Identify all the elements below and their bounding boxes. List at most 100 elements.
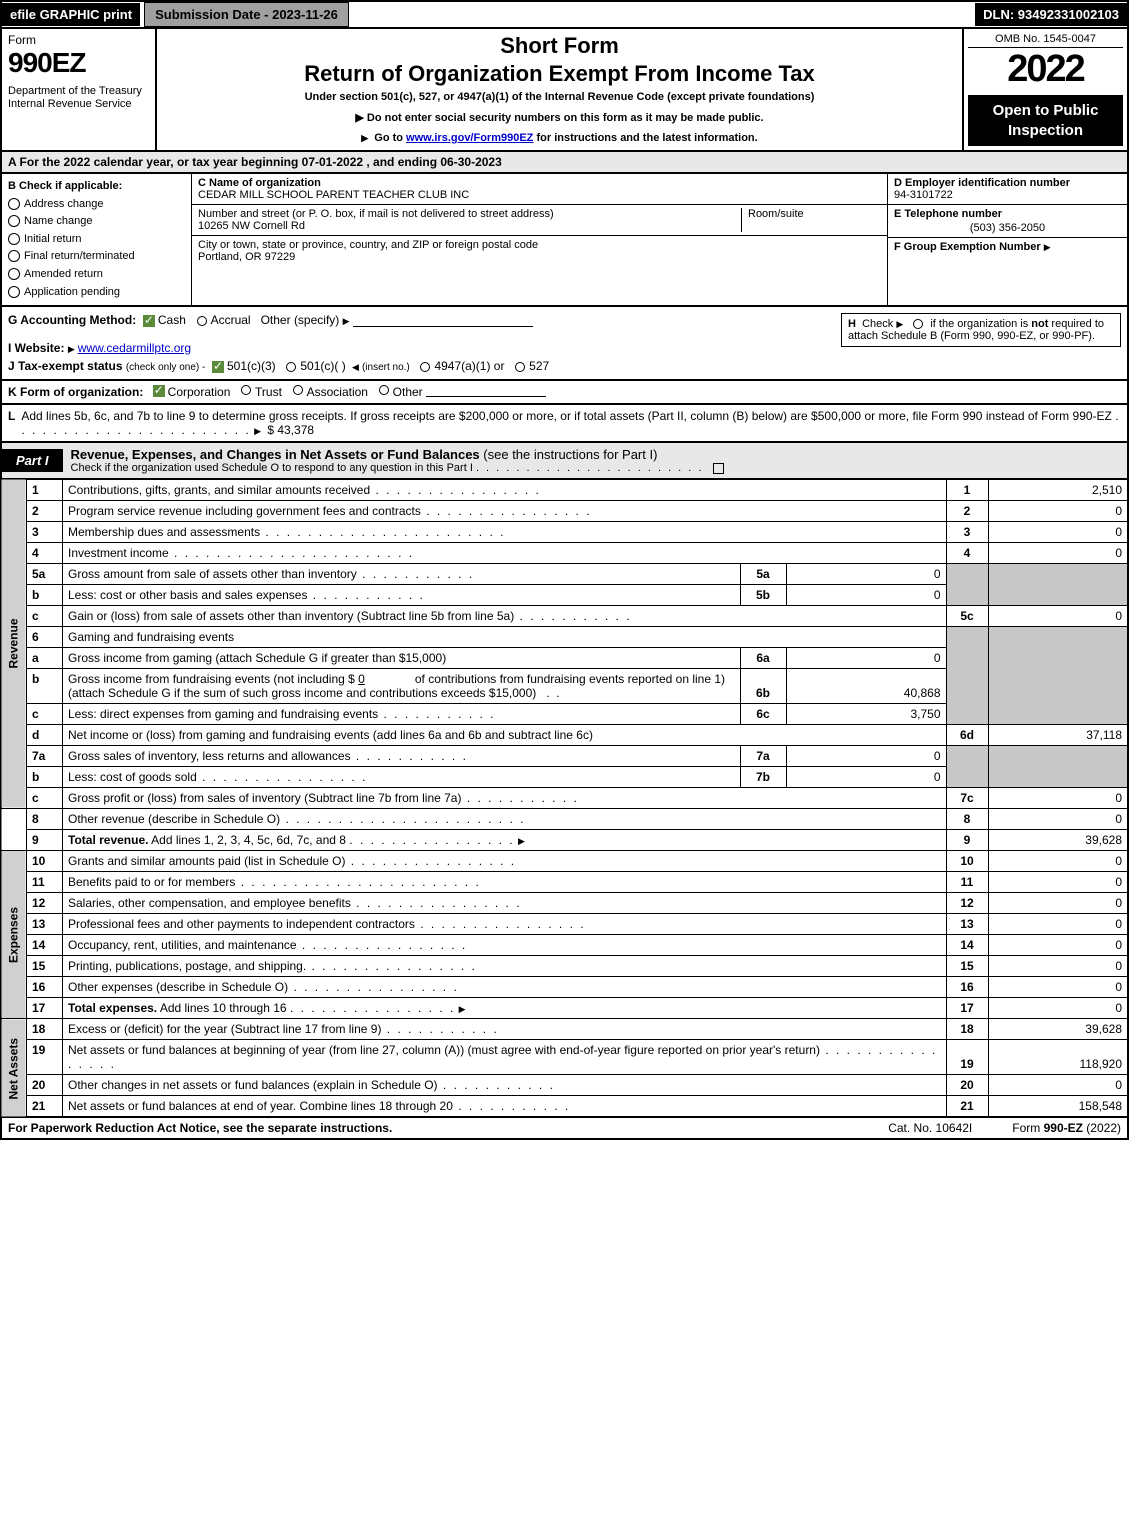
line-desc: Other revenue (describe in Schedule O): [63, 809, 947, 830]
check-501c[interactable]: [286, 362, 296, 372]
check-amended-return[interactable]: Amended return: [8, 266, 185, 284]
line-num-col: 4: [946, 543, 988, 564]
check-name-change[interactable]: Name change: [8, 213, 185, 231]
column-right-ids: D Employer identification number 94-3101…: [887, 174, 1127, 305]
part1-sub-text: Check if the organization used Schedule …: [71, 462, 473, 474]
line-amount: 158,548: [988, 1096, 1128, 1118]
section-a-tax-year: A For the 2022 calendar year, or tax yea…: [0, 150, 1129, 172]
line-num-col: 21: [946, 1096, 988, 1118]
line-desc: Gross sales of inventory, less returns a…: [63, 746, 741, 767]
check-cash[interactable]: [143, 315, 155, 327]
i-label: I Website:: [8, 341, 64, 355]
column-middle-org-info: C Name of organization CEDAR MILL SCHOOL…: [192, 174, 887, 305]
row-g-h: H Check if the organization is not requi…: [0, 305, 1129, 379]
check-trust[interactable]: [241, 385, 251, 395]
check-final-return[interactable]: Final return/terminated: [8, 248, 185, 266]
line-num: 16: [27, 977, 63, 998]
irs-link[interactable]: www.irs.gov/Form990EZ: [406, 132, 533, 144]
table-row: c Gross profit or (loss) from sales of i…: [1, 788, 1128, 809]
table-row: 13 Professional fees and other payments …: [1, 914, 1128, 935]
line-num: 12: [27, 893, 63, 914]
line-num: 13: [27, 914, 63, 935]
line-amount: 0: [988, 977, 1128, 998]
line-num: 4: [27, 543, 63, 564]
trust-label: Trust: [255, 385, 282, 399]
h-label: H: [848, 318, 856, 330]
h-checkbox[interactable]: [913, 319, 923, 329]
gray-cell: [946, 564, 988, 606]
line-amount: 0: [988, 606, 1128, 627]
check-initial-return[interactable]: Initial return: [8, 231, 185, 249]
check-corporation[interactable]: [153, 385, 165, 397]
g-label: G Accounting Method:: [8, 313, 136, 327]
table-row: 2 Program service revenue including gove…: [1, 501, 1128, 522]
header-left: Form 990EZ Department of the Treasury In…: [2, 29, 157, 150]
check-4947[interactable]: [420, 362, 430, 372]
line-desc: Gaming and fundraising events: [63, 627, 947, 648]
table-row: 14 Occupancy, rent, utilities, and maint…: [1, 935, 1128, 956]
line-amount: 0: [988, 872, 1128, 893]
omb-number: OMB No. 1545-0047: [968, 33, 1123, 48]
f-label: F Group Exemption Number: [894, 241, 1041, 253]
arrow-icon: [459, 1001, 469, 1015]
501c3-label: 501(c)(3): [227, 359, 276, 373]
line-num: 9: [27, 830, 63, 851]
check-501c3[interactable]: [212, 361, 224, 373]
line-desc: Benefits paid to or for members: [63, 872, 947, 893]
net-assets-side-label: Net Assets: [1, 1019, 27, 1118]
line-amount: 0: [988, 914, 1128, 935]
line-desc: Gross income from gaming (attach Schedul…: [63, 648, 741, 669]
check-association[interactable]: [293, 385, 303, 395]
col-b-header: B Check if applicable:: [8, 178, 185, 196]
schedule-o-checkbox[interactable]: [713, 463, 724, 474]
l-label: L: [8, 409, 15, 423]
arrow-left-icon: [349, 359, 362, 373]
l-amount: $ 43,378: [267, 423, 314, 437]
efile-print-label[interactable]: efile GRAPHIC print: [2, 3, 140, 26]
line-amount: 37,118: [988, 725, 1128, 746]
table-row: 3 Membership dues and assessments 3 0: [1, 522, 1128, 543]
line-desc: Gain or (loss) from sale of assets other…: [63, 606, 947, 627]
gray-cell: [988, 627, 1128, 725]
line-num: 20: [27, 1075, 63, 1096]
4947-label: 4947(a)(1) or: [434, 359, 504, 373]
check-application-pending[interactable]: Application pending: [8, 284, 185, 302]
sub-line-val: 0: [786, 767, 946, 788]
footer-cat-no: Cat. No. 10642I: [888, 1121, 972, 1135]
line-amount: 0: [988, 893, 1128, 914]
line-num: 10: [27, 851, 63, 872]
line-num: 17: [27, 998, 63, 1019]
j-tax-exempt-row: J Tax-exempt status (check only one) - 5…: [8, 359, 1121, 373]
website-link[interactable]: www.cedarmillptc.org: [78, 341, 191, 355]
arrow-icon: [896, 318, 906, 330]
insert-no-label: (insert no.): [362, 362, 410, 373]
line-amount: 2,510: [988, 479, 1128, 501]
check-527[interactable]: [515, 362, 525, 372]
line-num-col: 18: [946, 1019, 988, 1040]
line-num: b: [27, 767, 63, 788]
line-num: c: [27, 704, 63, 725]
sub-line-val: 0: [786, 648, 946, 669]
line-desc: Less: direct expenses from gaming and fu…: [63, 704, 741, 725]
line-num-col: 12: [946, 893, 988, 914]
h-schedule-b-box: H Check if the organization is not requi…: [841, 313, 1121, 347]
assoc-label: Association: [307, 385, 368, 399]
line-num: 19: [27, 1040, 63, 1075]
phone-cell: E Telephone number (503) 356-2050: [888, 205, 1127, 238]
check-other-org[interactable]: [379, 385, 389, 395]
line-num: 11: [27, 872, 63, 893]
line-desc: Salaries, other compensation, and employ…: [63, 893, 947, 914]
line-desc: Grants and similar amounts paid (list in…: [63, 851, 947, 872]
line-desc: Less: cost or other basis and sales expe…: [63, 585, 741, 606]
part1-subtitle: Check if the organization used Schedule …: [71, 462, 1119, 474]
line-num: a: [27, 648, 63, 669]
line-num-col: 20: [946, 1075, 988, 1096]
check-address-change[interactable]: Address change: [8, 196, 185, 214]
e-label: E Telephone number: [894, 208, 1002, 220]
arrow-icon: [343, 313, 353, 327]
line-num: 1: [27, 479, 63, 501]
sub-line-num: 5a: [740, 564, 786, 585]
check-accrual[interactable]: [197, 316, 207, 326]
d-label: D Employer identification number: [894, 177, 1070, 189]
line-num: 6: [27, 627, 63, 648]
